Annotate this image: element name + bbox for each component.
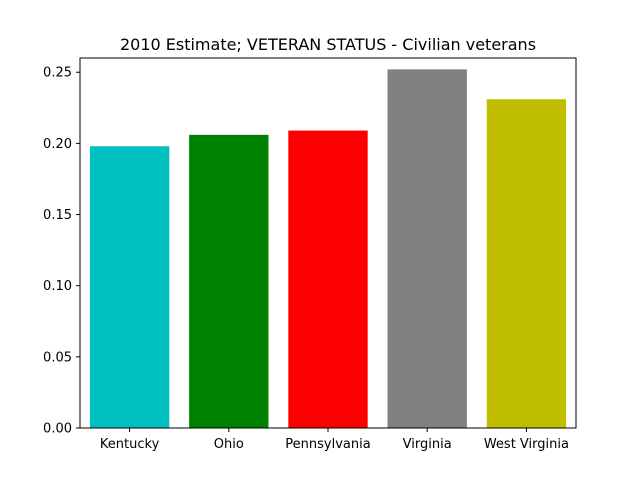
x-tick-label: Virginia <box>403 437 452 452</box>
plot-frame <box>79 57 577 429</box>
y-tick-label: 0.05 <box>43 350 72 365</box>
chart-title: 2010 Estimate; VETERAN STATUS - Civilian… <box>120 35 536 54</box>
x-tick-label: West Virginia <box>484 437 569 452</box>
y-tick-label: 0.20 <box>43 137 72 152</box>
x-axis: Kentucky Ohio Pennsylvania Virginia West Vir… <box>100 428 569 452</box>
bar-pennsylvania <box>288 130 368 429</box>
x-tick-label: Kentucky <box>100 437 160 452</box>
x-tick-label: Pennsylvania <box>285 437 370 452</box>
y-axis: 0.00 0.05 0.10 0.15 0.20 0.25 <box>43 66 80 437</box>
y-tick-label: 0.15 <box>43 208 72 223</box>
bars-layer <box>89 69 567 429</box>
y-tick-label: 0.25 <box>43 66 72 81</box>
bar-kentucky <box>89 146 170 428</box>
y-tick-label: 0.10 <box>43 279 72 294</box>
bar-virginia <box>387 69 467 428</box>
x-tick-label: Ohio <box>214 437 244 452</box>
bar-ohio <box>189 134 269 428</box>
y-tick-label: 0.00 <box>43 422 72 437</box>
bar-west-virginia <box>486 99 567 429</box>
